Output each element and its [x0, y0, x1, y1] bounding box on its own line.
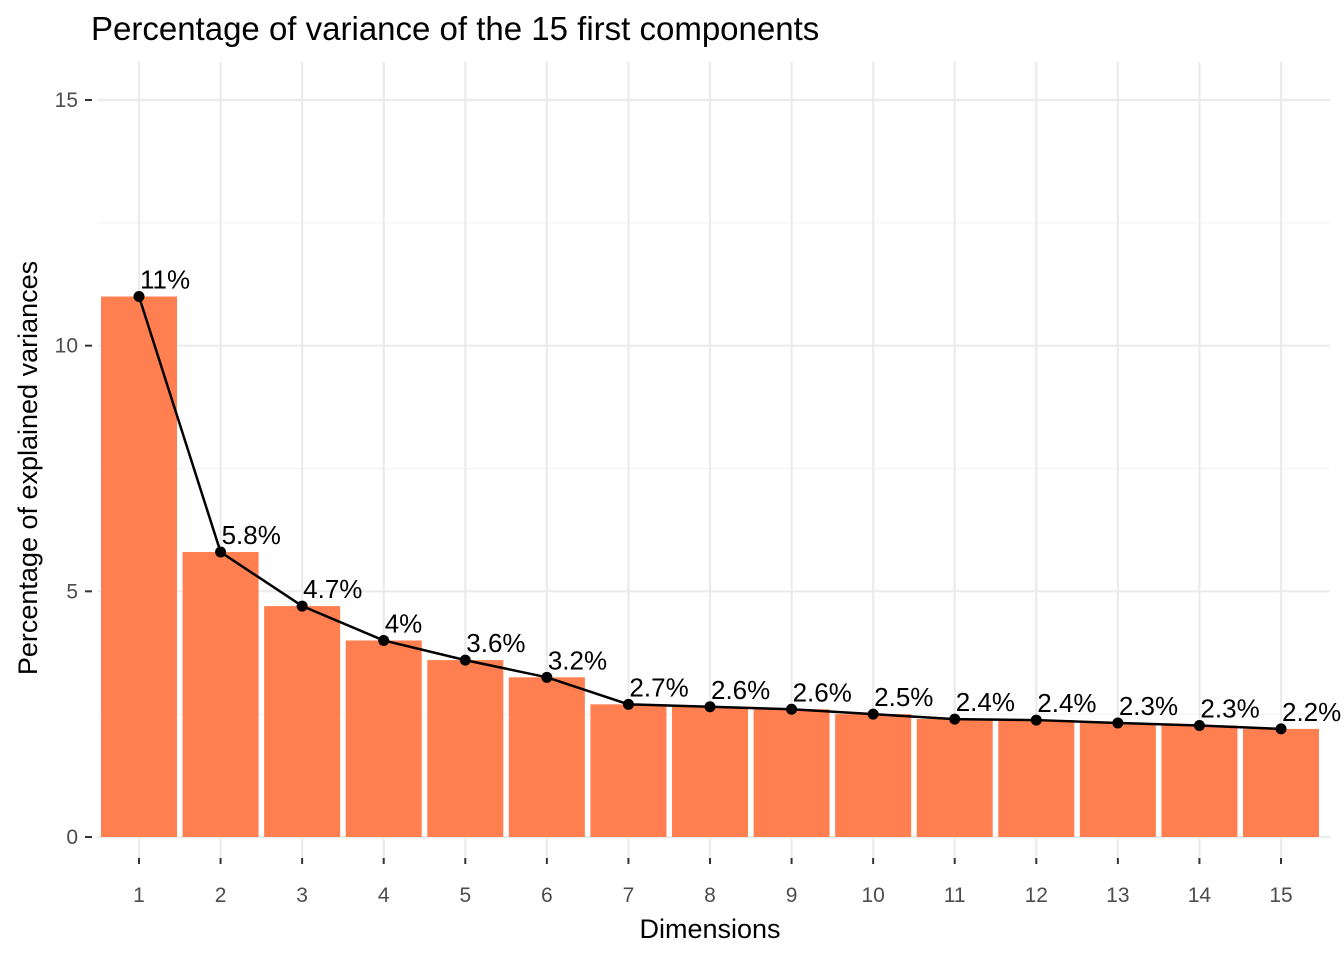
x-tick-label: 11	[944, 884, 966, 907]
bar	[835, 714, 912, 837]
y-axis-title: Percentage of explained variances	[13, 261, 43, 675]
x-tick-label: 6	[541, 884, 553, 907]
data-labels: 11% 5.8% 4.7% 4% 3.6% 3.2% 2.7% 2.6% 2.6% 2.5% 2.4…	[140, 265, 1341, 727]
x-tick-label: 14	[1188, 884, 1212, 907]
data-label: 5.8%	[222, 520, 281, 550]
y-tick-label: 0	[66, 826, 78, 849]
y-axis: 0 5 10 15	[55, 89, 92, 849]
variance-point	[704, 701, 716, 713]
bar	[427, 660, 504, 837]
data-label: 4%	[385, 608, 423, 638]
x-tick-label: 10	[861, 884, 884, 907]
x-tick-label: 1	[133, 884, 145, 907]
bars	[101, 296, 1319, 837]
data-label: 2.3%	[1200, 693, 1259, 723]
bar	[182, 552, 259, 837]
data-label: 2.7%	[629, 672, 688, 702]
data-label: 4.7%	[303, 574, 362, 604]
data-label: 3.6%	[466, 628, 525, 658]
bar	[264, 606, 341, 837]
y-tick-label: 5	[66, 580, 78, 603]
bar	[101, 296, 177, 837]
variance-point	[378, 634, 390, 646]
bar	[590, 704, 667, 837]
variance-point	[867, 708, 879, 720]
variance-point	[296, 600, 308, 612]
variance-point	[1112, 717, 1124, 729]
x-tick-label: 8	[704, 884, 716, 907]
data-label: 2.2%	[1282, 697, 1341, 727]
chart-title: Percentage of variance of the 15 first c…	[91, 10, 819, 47]
data-label: 2.3%	[1119, 691, 1178, 721]
data-label: 11%	[140, 265, 190, 295]
bar	[345, 640, 422, 837]
bar	[508, 677, 585, 837]
x-tick-label: 9	[786, 884, 798, 907]
variance-point	[786, 703, 798, 715]
variance-point	[541, 671, 553, 683]
variance-point	[459, 654, 471, 666]
bar	[998, 720, 1075, 837]
data-label: 2.5%	[874, 682, 933, 712]
x-tick-label: 3	[296, 884, 308, 907]
variance-point	[1030, 714, 1042, 726]
variance-point	[622, 698, 634, 710]
data-label: 2.4%	[1037, 688, 1096, 718]
variance-point	[949, 713, 961, 725]
data-label: 2.6%	[793, 677, 852, 707]
bar	[753, 709, 830, 837]
bar	[672, 706, 748, 837]
variance-point	[133, 291, 145, 303]
x-tick-label: 5	[459, 884, 471, 907]
x-tick-label: 13	[1106, 884, 1129, 907]
x-tick-label: 2	[215, 884, 227, 907]
bar	[1161, 725, 1238, 837]
data-label: 3.2%	[548, 645, 607, 675]
variance-point	[1193, 719, 1205, 731]
x-tick-label: 15	[1269, 884, 1292, 907]
x-axis: 1 2 3 4 5 6 7 8 9 10 11 12 13 14 15	[133, 858, 1293, 907]
x-tick-label: 7	[623, 884, 635, 907]
data-label: 2.4%	[956, 687, 1015, 717]
variance-point	[1275, 723, 1287, 735]
y-tick-label: 10	[55, 335, 78, 358]
data-label: 2.6%	[711, 675, 770, 705]
bar	[1243, 728, 1319, 837]
x-tick-label: 4	[378, 884, 390, 907]
x-tick-label: 12	[1025, 884, 1048, 907]
y-tick-label: 15	[55, 89, 78, 112]
x-axis-title: Dimensions	[639, 914, 780, 944]
variance-line	[133, 291, 1287, 735]
bar	[916, 719, 993, 837]
bar	[1079, 723, 1156, 837]
variance-point	[215, 546, 227, 558]
